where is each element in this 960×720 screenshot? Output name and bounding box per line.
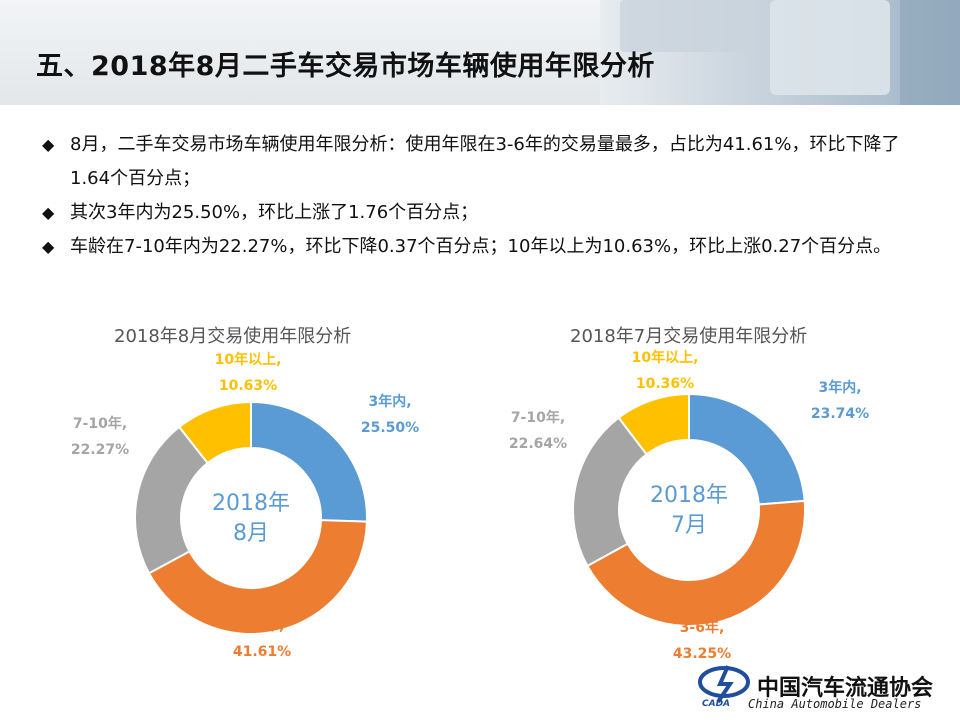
data-label-1-1-1: 43.25% <box>673 646 731 662</box>
data-label-1-3-1: 10.36% <box>636 376 694 392</box>
donut-slice-1-1 <box>586 499 806 627</box>
page-title: 五、2018年8月二手车交易市场车辆使用年限分析 <box>36 51 655 82</box>
bullet-text: 其次3年内为25.50%，环比上涨了1.76个百分点； <box>70 202 479 223</box>
cada-logo-icon: CADA <box>698 665 750 708</box>
data-label-1-0-0: 3年内, <box>818 379 861 396</box>
logo-english-name: China Automobile Dealers <box>748 697 922 711</box>
logo-chinese-name: 中国汽车流通协会 <box>757 675 934 701</box>
donut-slice-1-0 <box>688 392 806 506</box>
bullet-item: ◆ 车龄在7-10年内为22.27%，环比下降0.37个百分点；10年以上为10… <box>42 230 922 264</box>
data-label-1-2-0: 7-10年, <box>511 409 565 426</box>
center-label-1-0: 2018年 <box>650 483 728 508</box>
chart-title-aug: 2018年8月交易使用年限分析 <box>114 326 352 347</box>
center-label-0-1: 8月 <box>233 521 269 546</box>
data-label-0-0-1: 25.50% <box>361 420 419 436</box>
data-label-0-1-1: 41.61% <box>233 644 291 660</box>
data-label-1-0-1: 23.74% <box>811 406 869 422</box>
diamond-bullet-icon: ◆ <box>42 135 55 154</box>
donut-slice-0-3 <box>177 400 252 465</box>
bullet-text: 8月，二手车交易市场车辆使用年限分析：使用年限在3-6年的交易量最多，占比为41… <box>70 134 900 189</box>
donut-slice-1-3 <box>617 392 690 456</box>
center-label-0-0: 2018年 <box>212 491 290 516</box>
bullet-item: ◆ 8月，二手车交易市场车辆使用年限分析：使用年限在3-6年的交易量最多，占比为… <box>42 128 922 196</box>
header-decoration-graphic <box>600 0 960 105</box>
bullet-item: ◆ 其次3年内为25.50%，环比上涨了1.76个百分点； <box>42 196 922 230</box>
data-label-0-0-0: 3年内, <box>368 393 411 410</box>
diamond-bullet-icon: ◆ <box>42 237 55 256</box>
donut-slice-0-1 <box>147 519 368 635</box>
chart-title-jul: 2018年7月交易使用年限分析 <box>570 326 808 347</box>
data-label-1-1-0: 3-6年, <box>680 619 725 636</box>
data-label-1-2-1: 22.64% <box>509 436 567 452</box>
data-label-0-1-0: 3-6年, <box>240 617 285 634</box>
bullet-text: 车龄在7-10年内为22.27%，环比下降0.37个百分点；10年以上为10.6… <box>70 236 892 257</box>
data-label-0-2-1: 22.27% <box>71 442 129 458</box>
svg-text:CADA: CADA <box>702 699 730 708</box>
header-decoration <box>600 0 960 105</box>
data-label-0-3-1: 10.63% <box>219 378 277 394</box>
diamond-bullet-icon: ◆ <box>42 203 55 222</box>
center-label-1-1: 7月 <box>671 513 707 538</box>
data-label-0-3-0: 10年以上, <box>215 351 282 368</box>
bullet-list: ◆ 8月，二手车交易市场车辆使用年限分析：使用年限在3-6年的交易量最多，占比为… <box>42 128 922 264</box>
data-label-1-3-0: 10年以上, <box>632 349 699 366</box>
data-label-0-2-0: 7-10年, <box>73 415 127 432</box>
